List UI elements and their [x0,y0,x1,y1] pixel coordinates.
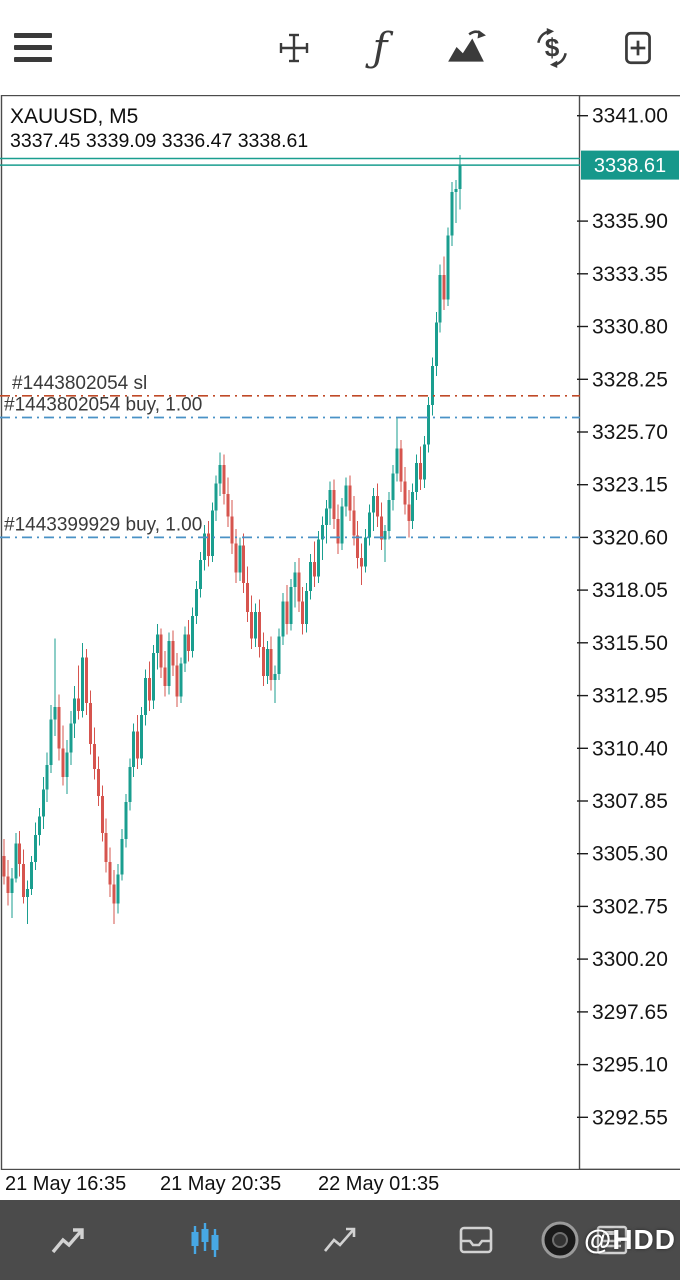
crosshair-button[interactable] [272,26,316,70]
recorder-lens-icon [541,1221,579,1259]
svg-text:3335.90: 3335.90 [592,210,668,233]
chart-border [0,95,680,1170]
svg-text:3323.15: 3323.15 [592,474,668,497]
chart-area: 3341.00 3335.90 3333.35 3330.80 3328.25 3325.… [0,95,680,1170]
dollar-exchange-icon: $ [537,27,567,68]
new-order-button[interactable] [616,26,660,70]
trend-line-icon [323,1227,356,1252]
toolbar-actions: ƒ $ [272,26,666,70]
svg-text:3330.80: 3330.80 [592,316,668,339]
bottom-navigation: @HDD [0,1200,680,1280]
svg-text:3315.50: 3315.50 [592,632,668,655]
time-axis-label: 21 May 20:35 [160,1173,282,1195]
current-price-badge: 3338.61 [581,150,679,180]
price-chart[interactable]: 3341.00 3335.90 3333.35 3330.80 3328.25 3325.… [0,95,680,1170]
top-toolbar: ƒ $ [0,0,680,95]
quotes-button[interactable] [42,1216,94,1264]
chart-symbol-title: XAUUSD, M5 [10,105,139,128]
order-line-buy[interactable]: #1443802054 buy, 1.00 [0,395,580,419]
newspaper-icon [596,1225,628,1255]
svg-text:3300.20: 3300.20 [592,948,668,971]
tray-icon [459,1226,493,1254]
charts-button[interactable] [178,1216,230,1264]
svg-text:3333.35: 3333.35 [592,263,668,286]
chart-ohlc-values: 3337.45 3339.09 3336.47 3338.61 [10,130,309,152]
svg-text:3312.95: 3312.95 [592,685,668,708]
svg-text:3341.00: 3341.00 [592,105,668,128]
svg-text:#1443802054 sl: #1443802054 sl [12,373,147,394]
current-price-lines [0,157,580,166]
price-axis: 3341.00 3335.90 3333.35 3330.80 3328.25 3325.… [577,105,668,1129]
svg-text:3305.30: 3305.30 [592,843,668,866]
candles-layer [2,155,462,924]
svg-text:3297.65: 3297.65 [592,1001,668,1024]
new-order-icon [625,31,651,64]
hamburger-icon [14,57,52,62]
svg-text:3292.55: 3292.55 [592,1106,668,1129]
hamburger-icon [14,45,52,50]
time-axis: 21 May 16:35 21 May 20:35 22 May 01:35 [0,1170,680,1200]
svg-text:$: $ [545,32,560,62]
objects-mountains-icon [448,29,486,62]
svg-text:3295.10: 3295.10 [592,1054,668,1077]
svg-text:3307.85: 3307.85 [592,790,668,813]
crosshair-icon [279,33,309,62]
history-button[interactable] [450,1216,502,1264]
time-axis-label: 21 May 16:35 [5,1173,127,1195]
order-line-buy[interactable]: #1443399929 buy, 1.00 [0,514,580,539]
svg-text:3318.05: 3318.05 [592,579,668,602]
svg-text:3325.70: 3325.70 [592,421,668,444]
time-axis-label: 22 May 01:35 [318,1173,440,1195]
objects-button[interactable] [444,26,488,70]
svg-text:#1443399929 buy, 1.00: #1443399929 buy, 1.00 [4,514,202,535]
quotes-arrow-icon [51,1228,84,1254]
candlestick-chart-icon [191,1223,219,1257]
order-line-sl[interactable]: #1443802054 sl [0,373,580,397]
svg-text:3320.60: 3320.60 [592,526,668,549]
svg-text:3328.25: 3328.25 [592,368,668,391]
svg-text:3302.75: 3302.75 [592,895,668,918]
hamburger-icon [14,33,52,38]
news-button[interactable] [586,1216,638,1264]
menu-button[interactable] [14,33,56,62]
svg-text:3338.61: 3338.61 [594,155,666,177]
trade-exchange-button[interactable]: $ [530,26,574,70]
svg-text:#1443802054 buy, 1.00: #1443802054 buy, 1.00 [4,395,202,416]
function-icon: ƒ [372,24,388,71]
trade-button[interactable] [314,1216,366,1264]
svg-text:3310.40: 3310.40 [592,737,668,760]
indicators-button[interactable]: ƒ [358,26,402,70]
